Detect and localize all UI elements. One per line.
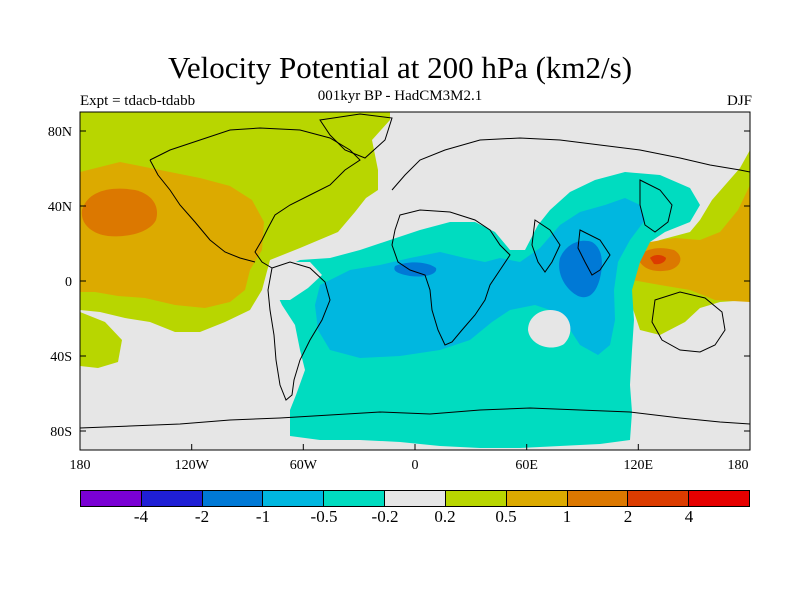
longitude-axis: 180 120W 60W 0 60E 120E 180 [70, 444, 751, 473]
colorbar-swatch [506, 491, 568, 506]
colorbar-label: -0.2 [371, 507, 399, 526]
colorbar-swatch [628, 491, 690, 506]
coastline-south-america [267, 261, 331, 401]
coastline-antarctica [80, 407, 750, 429]
coastline-india [531, 219, 561, 273]
lat-tick-label: 40S [50, 350, 72, 365]
coastlines [80, 113, 750, 429]
lon-tick-label: 180 [70, 458, 91, 473]
colorbar-label: 1 [562, 507, 572, 526]
lat-tick-label: 80S [50, 425, 72, 440]
colorbar-swatch [445, 491, 507, 506]
colorbar-swatch [689, 491, 749, 506]
colorbar [80, 490, 750, 507]
coastline-australia [651, 291, 726, 353]
lon-tick-label: 180 [728, 458, 749, 473]
colorbar-label: -0.5 [310, 507, 338, 526]
colorbar-swatch [141, 491, 203, 506]
coastline-east-asia [639, 179, 673, 233]
coastline-greenland [319, 113, 393, 159]
colorbar-swatch [263, 491, 325, 506]
coastline-north-america-west [149, 159, 256, 263]
lon-tick-label: 60E [515, 458, 538, 473]
season-label: DJF [726, 93, 752, 109]
colorbar-swatch [324, 491, 386, 506]
coastline-europe-asia [391, 137, 750, 191]
map-subtitle: 001kyr BP - HadCM3M2.1 [317, 88, 483, 104]
colorbar-label: 2 [623, 507, 633, 526]
orange-region-west-pacific [622, 185, 750, 302]
lat-tick-label: 0 [65, 275, 72, 290]
negative-core-africa [394, 262, 437, 277]
colorbar-swatch [81, 491, 142, 506]
colorbar-swatch [567, 491, 629, 506]
colorbar-label: 0.5 [495, 507, 517, 526]
lon-tick-label: 120E [624, 458, 654, 473]
latitude-axis: 80N 40N 0 40S 80S [48, 125, 750, 440]
lon-tick-label: 120W [175, 458, 210, 473]
negative-core-indian [559, 240, 602, 298]
red-core-west-pacific [650, 255, 666, 265]
lat-tick-label: 80N [48, 125, 72, 140]
neutral-patch-indian [528, 310, 571, 348]
neutral-patch-atlantic [268, 262, 322, 300]
lon-tick-label: 60W [290, 458, 318, 473]
lat-tick-label: 40N [48, 200, 72, 215]
coastline-africa [391, 209, 511, 346]
map-fields [80, 112, 750, 450]
map-title: Velocity Potential at 200 hPa (km2/s) [167, 50, 633, 85]
coastline-southeast-asia [577, 229, 611, 276]
colorbar-swatch [202, 491, 264, 506]
colorbar-label: 0.2 [434, 507, 456, 526]
colorbar-label: -2 [194, 507, 210, 526]
experiment-label: Expt = tdacb-tdabb [80, 93, 196, 109]
colorbar-label: -1 [255, 507, 271, 526]
dark-orange-core-pacific [81, 188, 158, 237]
colorbar-label: -4 [133, 507, 149, 526]
colorbar-label: 4 [684, 507, 694, 526]
colorbar-swatch [385, 491, 446, 506]
coastline-north-america [149, 127, 361, 269]
positive-region-south-pacific [80, 312, 122, 368]
lon-tick-label: 0 [412, 458, 419, 473]
